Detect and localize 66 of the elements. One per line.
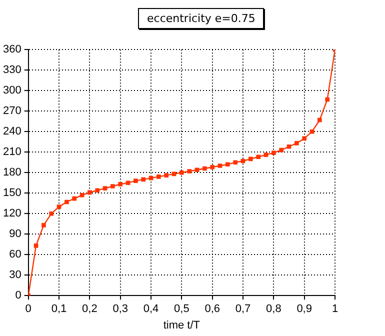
point bbox=[286, 144, 292, 149]
y-tick-label: 210 bbox=[2, 146, 22, 158]
y-tick-label: 150 bbox=[2, 187, 22, 200]
point bbox=[88, 190, 92, 195]
x-tick-label: 0,9 bbox=[296, 303, 312, 316]
point bbox=[28, 293, 31, 296]
point bbox=[110, 184, 115, 188]
x-axis-title: time t/T bbox=[163, 319, 200, 332]
y-tick-label: 270 bbox=[2, 105, 22, 118]
point bbox=[202, 166, 207, 171]
y-tick-label: 330 bbox=[2, 64, 22, 76]
y-tick-label: 360 bbox=[2, 44, 22, 56]
x-tick-label: 1 bbox=[332, 303, 338, 316]
point bbox=[64, 200, 69, 204]
point bbox=[233, 160, 238, 165]
point bbox=[118, 182, 123, 186]
y-tick-label: 90 bbox=[9, 228, 22, 240]
point bbox=[95, 188, 100, 193]
chart-title: eccentricity e=0.75 bbox=[138, 8, 264, 29]
point bbox=[294, 141, 299, 146]
y-tick-label: 0 bbox=[15, 290, 22, 302]
point bbox=[272, 150, 276, 155]
point bbox=[302, 136, 306, 141]
x-tick-label: 0,4 bbox=[143, 303, 159, 316]
point bbox=[148, 176, 154, 180]
point bbox=[240, 158, 246, 164]
point bbox=[180, 170, 184, 175]
point bbox=[325, 97, 330, 102]
x-tick-label: 0,7 bbox=[235, 303, 251, 316]
point bbox=[194, 168, 200, 172]
point bbox=[126, 180, 130, 186]
point bbox=[72, 196, 77, 201]
x-tick-label: 0,1 bbox=[51, 303, 67, 316]
point bbox=[218, 164, 222, 168]
point bbox=[226, 162, 230, 167]
point bbox=[310, 129, 314, 134]
point bbox=[164, 173, 168, 178]
y-tick-label: 180 bbox=[2, 166, 22, 179]
x-tick-label: 0,8 bbox=[266, 303, 282, 316]
point bbox=[102, 186, 108, 190]
point bbox=[134, 178, 138, 183]
y-tick-label: 240 bbox=[2, 126, 22, 138]
point bbox=[256, 154, 260, 160]
point bbox=[264, 152, 268, 157]
x-tick-label: 0,3 bbox=[112, 303, 128, 316]
point bbox=[80, 192, 84, 198]
point bbox=[49, 211, 54, 216]
x-tick-label: 0,6 bbox=[204, 303, 220, 316]
y-tick-label: 60 bbox=[9, 248, 22, 261]
x-tick-label: 0,2 bbox=[82, 303, 98, 316]
point bbox=[156, 174, 161, 179]
point bbox=[279, 148, 284, 152]
x-tick-label: 0 bbox=[25, 303, 32, 316]
point bbox=[248, 156, 253, 162]
y-tick-label: 120 bbox=[2, 208, 22, 220]
point bbox=[56, 204, 62, 209]
y-tick-label: 30 bbox=[9, 269, 22, 282]
y-tick-label: 300 bbox=[2, 84, 22, 97]
point bbox=[172, 172, 176, 176]
point bbox=[187, 169, 192, 174]
point bbox=[318, 118, 322, 122]
point bbox=[42, 223, 46, 228]
point bbox=[34, 244, 38, 248]
x-tick-label: 0,5 bbox=[174, 303, 190, 316]
point bbox=[141, 177, 146, 182]
point bbox=[210, 164, 214, 170]
